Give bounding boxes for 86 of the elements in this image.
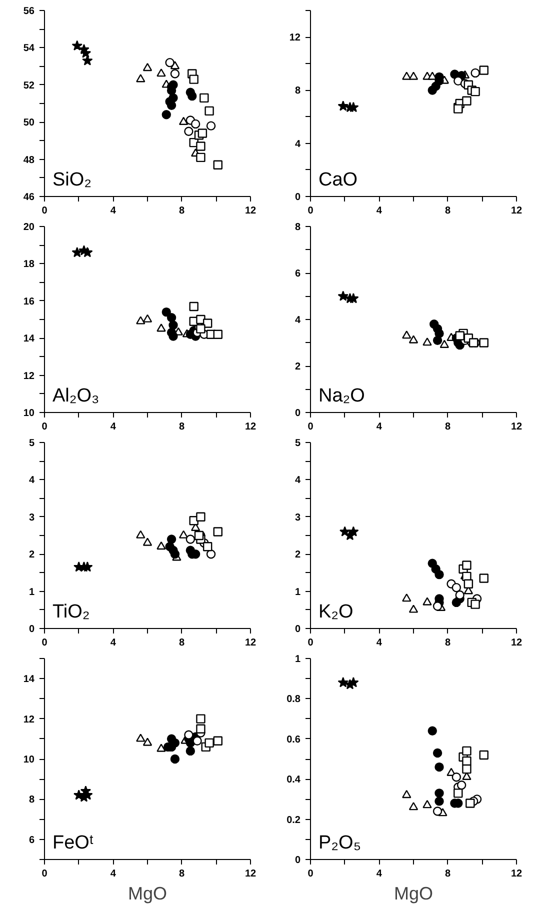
y-tick-label: 12: [23, 370, 35, 382]
y-tick-label: 1: [28, 586, 35, 598]
y-tick-label: 0.2: [286, 814, 301, 826]
y-tick-label: 20: [23, 222, 35, 233]
x-tick-label: 12: [510, 868, 522, 880]
y-tick-label: 2: [28, 550, 35, 561]
y-tick-label: 5: [28, 438, 35, 449]
x-tick-label: 0: [42, 206, 48, 216]
x-tick-label: 0: [42, 422, 48, 432]
y-tick-label: 18: [23, 259, 35, 270]
y-tick-label: 4: [294, 138, 301, 150]
x-tick-label: 4: [376, 868, 382, 880]
y-tick-label: 8: [294, 86, 301, 97]
y-tick-label: 2: [294, 550, 301, 561]
text: Al₂O₃: [52, 386, 100, 406]
y-tick-label: 52: [23, 80, 35, 92]
x-tick-label: 8: [179, 868, 186, 880]
x-tick-label: 0: [308, 638, 314, 648]
y-tick-label: 6: [294, 268, 301, 280]
y-tick-label: 46: [23, 192, 35, 203]
x-tick-label: 12: [510, 638, 522, 648]
x-tick-label: 0: [42, 868, 48, 880]
x-tick-label: 12: [244, 868, 256, 880]
text: K₂O: [318, 602, 354, 622]
y-tick-label: 0.4: [286, 774, 301, 786]
y-tick-label: 10: [23, 408, 35, 419]
y-tick-label: 14: [23, 674, 35, 686]
x-tick-label: 8: [445, 422, 452, 432]
text: Na₂O: [318, 386, 365, 406]
y-tick-label: 0.8: [286, 694, 301, 706]
x-tick-label: 12: [244, 422, 256, 432]
x-tick-label: 8: [179, 422, 186, 432]
y-tick-label: 0: [294, 624, 301, 635]
x-tick-label: 12: [244, 638, 256, 648]
y-tick-label: 5: [294, 438, 301, 449]
x-tick-label: 0: [308, 422, 314, 432]
y-tick-label: 1: [294, 586, 301, 598]
y-tick-label: 14: [23, 334, 35, 345]
y-tick-label: 3: [294, 512, 301, 524]
y-tick-label: 3: [28, 512, 35, 524]
y-tick-label: 8: [28, 794, 35, 806]
x-tick-label: 4: [110, 206, 116, 216]
x-axis-title: MgO: [394, 884, 434, 904]
y-tick-label: 0: [294, 192, 301, 203]
x-tick-label: 4: [110, 422, 116, 432]
x-tick-label: 4: [110, 638, 116, 648]
y-tick-label: 8: [294, 222, 301, 233]
x-tick-label: 8: [179, 206, 186, 216]
x-tick-label: 0: [308, 206, 314, 216]
y-tick-label: 0: [294, 855, 301, 866]
text: P₂O₅: [318, 832, 361, 854]
x-tick-label: 0: [42, 638, 48, 648]
x-tick-label: 8: [445, 206, 452, 216]
text: SiO₂: [52, 170, 92, 190]
y-tick-label: 48: [23, 154, 35, 166]
y-tick-label: 4: [294, 475, 301, 486]
x-axis-title: MgO: [128, 884, 168, 904]
y-tick-label: 56: [23, 6, 35, 17]
y-tick-label: 0: [294, 408, 301, 419]
x-tick-label: 4: [110, 868, 116, 880]
x-tick-label: 4: [376, 206, 382, 216]
y-tick-label: 2: [294, 362, 301, 372]
y-tick-label: 50: [23, 118, 35, 129]
y-tick-label: 4: [294, 315, 301, 326]
y-tick-label: 0.6: [286, 734, 301, 746]
x-tick-label: 8: [445, 638, 452, 648]
x-tick-label: 12: [510, 206, 522, 216]
y-tick-label: 12: [23, 714, 35, 726]
x-tick-label: 0: [308, 868, 314, 880]
x-tick-label: 8: [445, 868, 452, 880]
x-tick-label: 4: [376, 638, 382, 648]
x-tick-label: 12: [244, 206, 256, 216]
y-tick-label: 54: [23, 43, 35, 54]
y-tick-label: 4: [28, 475, 35, 486]
text: FeOᵗ: [52, 832, 94, 854]
y-tick-label: 12: [289, 32, 301, 44]
x-tick-label: 4: [376, 422, 382, 432]
y-tick-label: 6: [28, 834, 35, 846]
x-tick-label: 8: [179, 638, 186, 648]
y-tick-label: 0: [28, 624, 35, 635]
text: TiO₂: [52, 602, 90, 622]
text: CaO: [318, 170, 358, 190]
y-tick-label: 1: [294, 654, 301, 665]
x-tick-label: 12: [510, 422, 522, 432]
y-tick-label: 10: [23, 754, 35, 766]
y-tick-label: 16: [23, 296, 35, 308]
